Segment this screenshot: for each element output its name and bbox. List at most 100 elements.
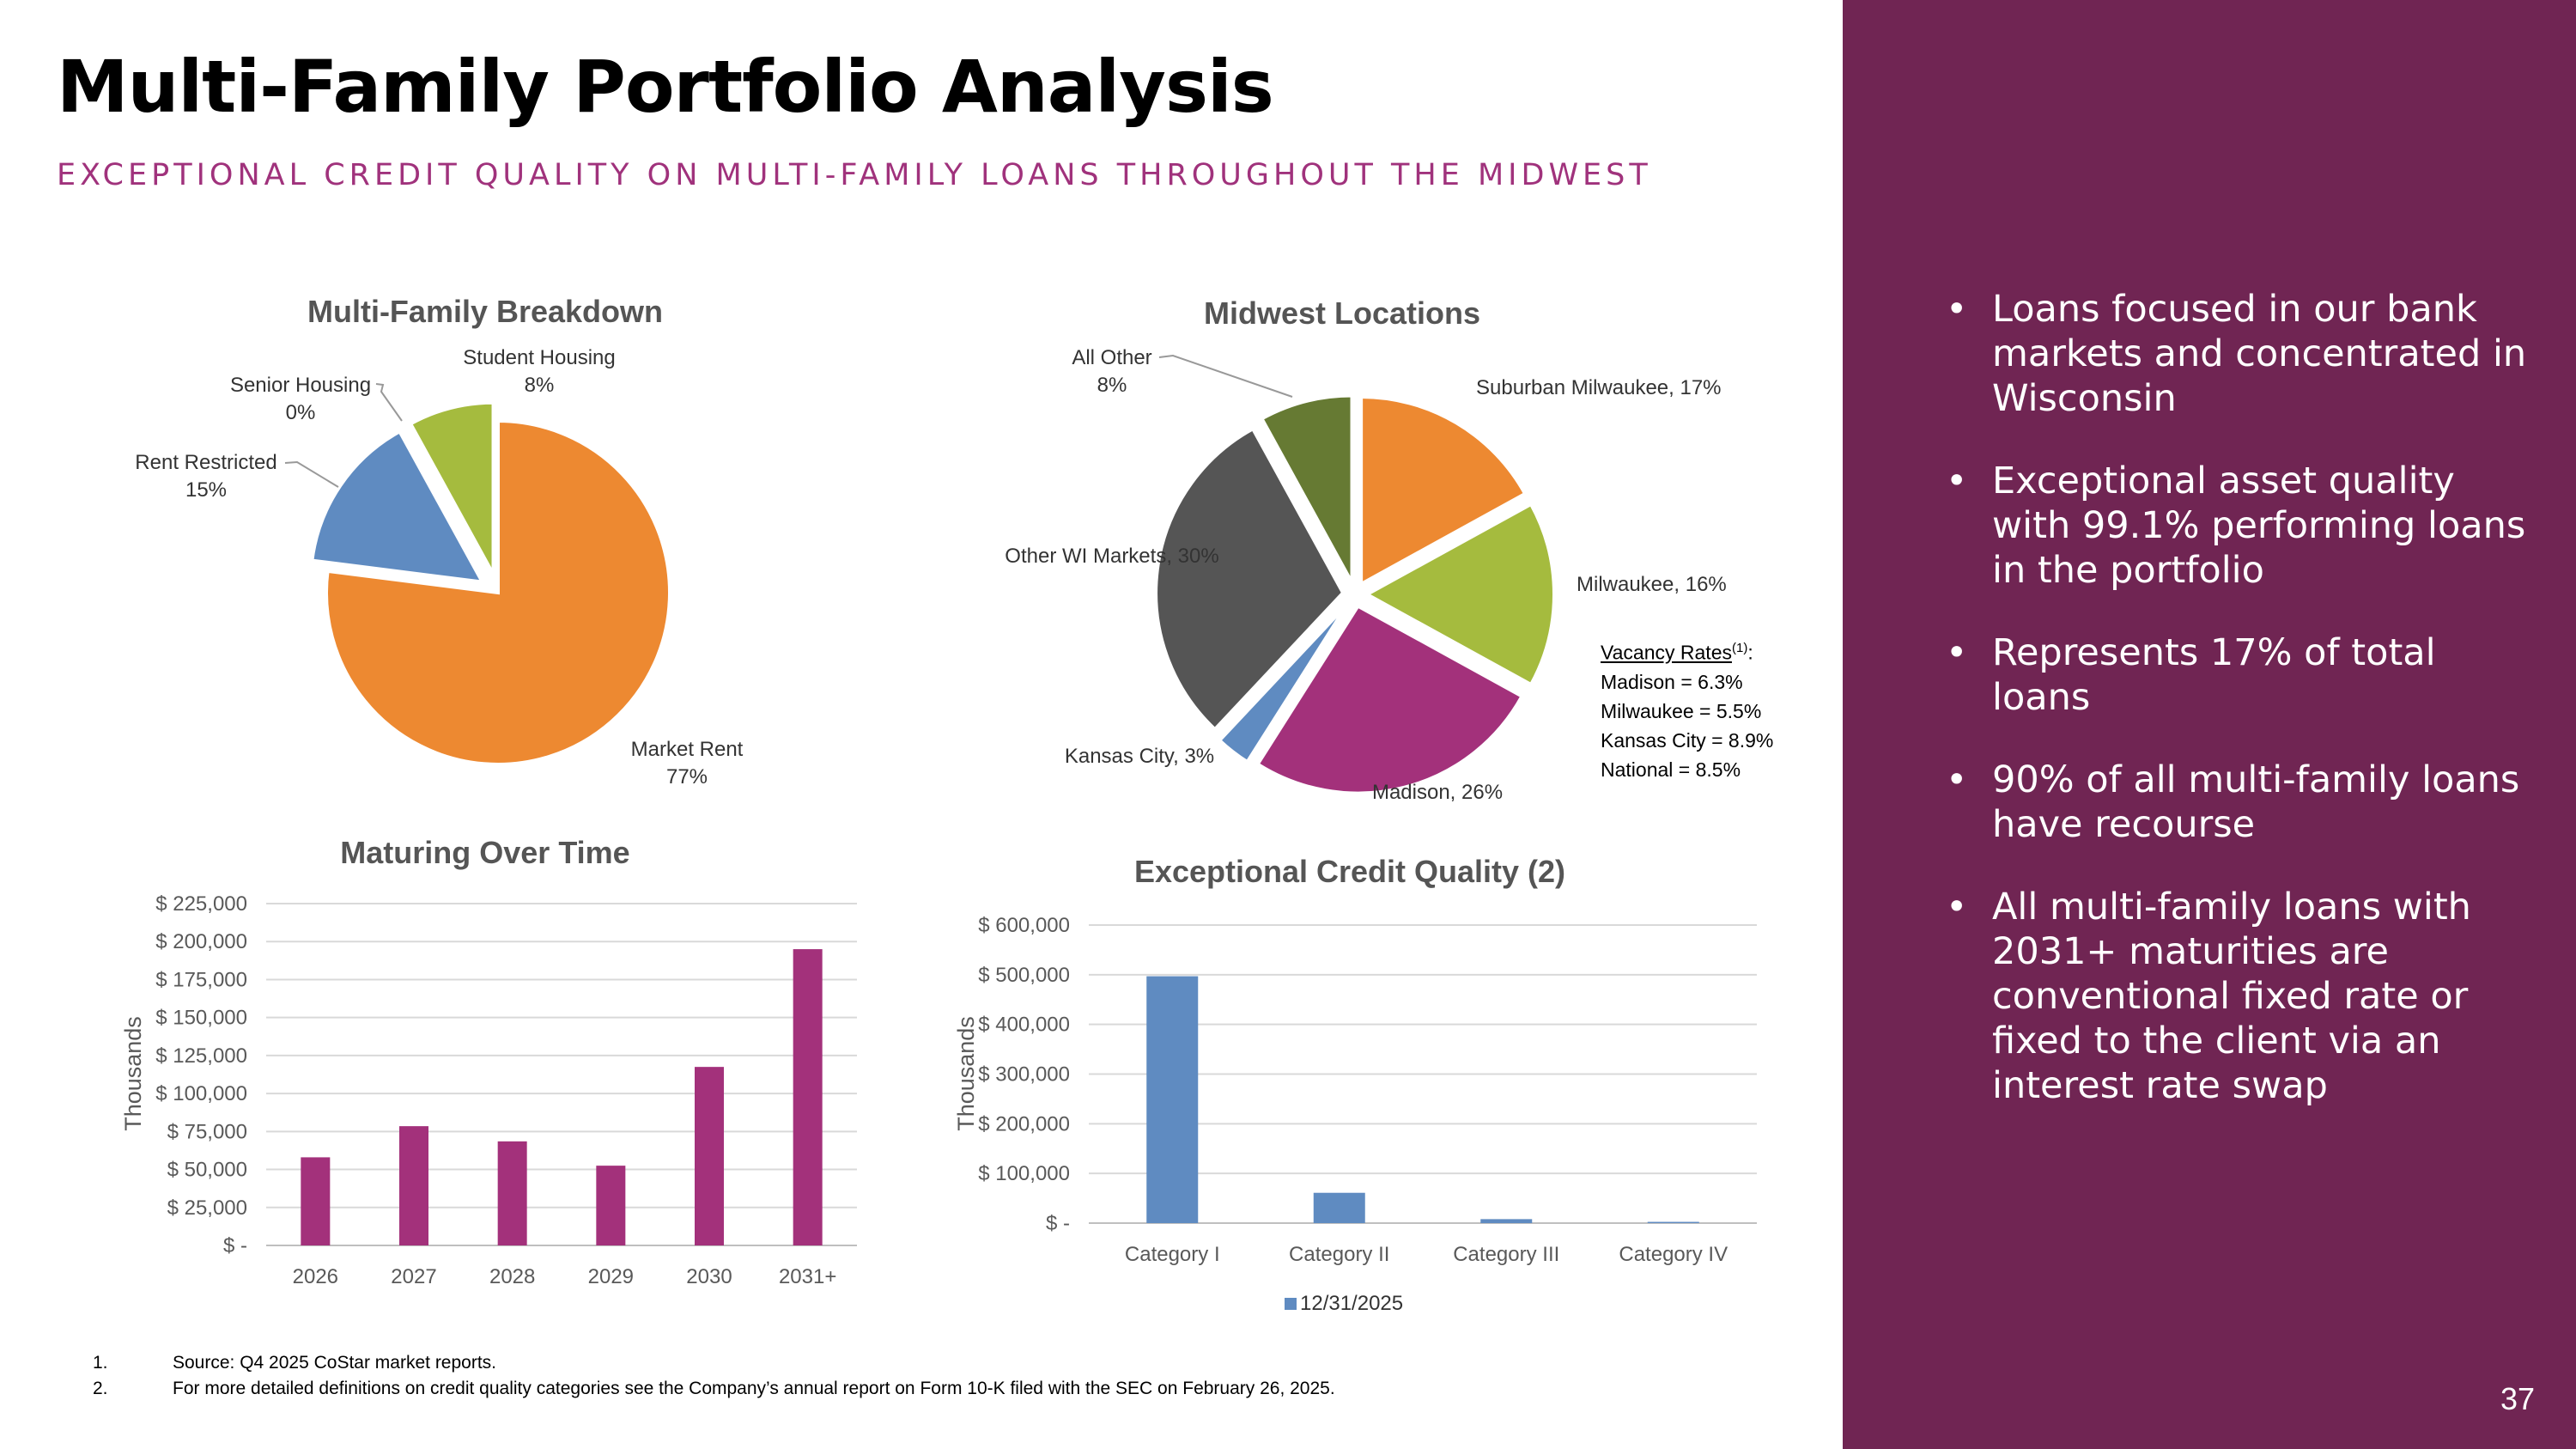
footnote-number: 1. [93, 1353, 108, 1373]
bullet-item: Loans focused in our bank markets and co… [1942, 287, 2535, 421]
pie-slice-milwaukee [1363, 502, 1556, 687]
bar-2029 [596, 1166, 626, 1245]
legend-swatch [1285, 1298, 1297, 1310]
y-tick-label: $ 600,000 [978, 914, 1070, 937]
sidebar-bullets: Loans focused in our bank markets and co… [1942, 287, 2535, 1146]
bar-2028 [497, 1141, 527, 1245]
slice-label-market-rent: Market Rent [631, 738, 744, 761]
sidebar-panel [1843, 0, 2576, 1449]
y-tick-label: $ 50,000 [167, 1159, 247, 1182]
x-tick-label: 2029 [588, 1265, 634, 1288]
y-tick-label: $ 200,000 [978, 1112, 1070, 1135]
bar-2026 [301, 1157, 331, 1245]
pie-slice-other-wi-markets [1154, 426, 1346, 732]
footnotes: 1. Source: Q4 2025 CoStar market reports… [93, 1350, 1335, 1402]
y-tick-label: $ 200,000 [155, 930, 247, 953]
chart-title: Exceptional Credit Quality (2) [1134, 854, 1565, 889]
page-number: 37 [2500, 1381, 2536, 1416]
vacancy-heading: Vacancy Rates [1601, 641, 1732, 664]
vacancy-line: National = 8.5% [1601, 758, 1741, 781]
slice-label-milwaukee: Milwaukee, 16% [1577, 573, 1727, 596]
y-tick-label: $ - [223, 1234, 247, 1257]
footnote-text: For more detailed definitions on credit … [173, 1379, 1335, 1398]
y-axis-label: Thousands [120, 1016, 146, 1131]
y-tick-label: $ 125,000 [155, 1044, 247, 1068]
leader-line-senior [375, 383, 403, 422]
bar-category-ii [1313, 1192, 1365, 1223]
x-tick-label: Category IV [1619, 1243, 1728, 1266]
footnote: 1. Source: Q4 2025 CoStar market reports… [93, 1350, 1335, 1376]
legend-label: 12/31/2025 [1300, 1292, 1403, 1315]
slice-label-kansas-city: Kansas City, 3% [1065, 745, 1214, 768]
multi-family-breakdown-chart: Multi-Family Breakdown Student Housing 8… [135, 294, 744, 788]
slice-pct-all-other: 8% [1097, 374, 1127, 397]
pie-slice-suburban-milwaukee [1359, 394, 1528, 588]
midwest-locations-chart: Midwest Locations Suburban Milwaukee, 17… [1005, 295, 1727, 804]
bar-2031 [793, 949, 823, 1245]
slice-pct-student-housing: 8% [525, 374, 555, 397]
vacancy-line: Madison = 6.3% [1601, 670, 1743, 693]
y-tick-label: $ 500,000 [978, 964, 1070, 987]
credit-quality-chart: Exceptional Credit Quality (2) $ - $ 100,… [953, 854, 1757, 1315]
pie-slice-market-rent [325, 418, 671, 766]
slice-pct-senior-housing: 0% [286, 401, 316, 424]
x-tick-label: Category II [1289, 1243, 1389, 1266]
slice-label-suburban-milwaukee: Suburban Milwaukee, 17% [1476, 376, 1722, 399]
vacancy-colon: : [1747, 641, 1753, 664]
slice-label-rent-restricted: Rent Restricted [135, 451, 276, 474]
footnote: 2. For more detailed definitions on cred… [93, 1376, 1335, 1402]
page-title: Multi-Family Portfolio Analysis [57, 45, 1274, 129]
bullet-item: 90% of all multi-family loans have recou… [1942, 758, 2535, 847]
chart-title: Multi-Family Breakdown [307, 294, 663, 329]
chart-title: Midwest Locations [1204, 295, 1480, 331]
chart-title: Maturing Over Time [340, 835, 629, 870]
y-tick-label: $ 100,000 [155, 1082, 247, 1105]
vacancy-line: Kansas City = 8.9% [1601, 728, 1774, 752]
bar-category-iii [1480, 1219, 1533, 1223]
bar-category-i [1146, 976, 1199, 1223]
bullet-item: Exceptional asset quality with 99.1% per… [1942, 459, 2535, 593]
y-tick-label: $ 75,000 [167, 1120, 247, 1143]
x-tick-label: 2026 [293, 1265, 338, 1288]
slice-label-senior-housing: Senior Housing [230, 374, 371, 397]
pie-slice-rent-restricted [310, 429, 486, 585]
x-tick-label: 2027 [391, 1265, 436, 1288]
slice-label-other-wi: Other WI Markets, 30% [1005, 545, 1218, 568]
vacancy-footnote-ref: (1) [1731, 641, 1748, 655]
bar-2030 [695, 1067, 724, 1245]
footnote-text: Source: Q4 2025 CoStar market reports. [173, 1353, 497, 1373]
bar-category-iv [1647, 1221, 1699, 1223]
slice-pct-rent-restricted: 15% [185, 478, 227, 502]
pie-slice-student-housing [408, 400, 495, 575]
x-tick-label: Category I [1125, 1243, 1220, 1266]
y-tick-label: $ 400,000 [978, 1014, 1070, 1037]
x-tick-label: Category III [1453, 1243, 1559, 1266]
pie-slice-kansas-city [1217, 602, 1350, 764]
slice-pct-market-rent: 77% [666, 765, 708, 788]
y-axis-label: Thousands [953, 1016, 979, 1131]
leader-line-all-other [1158, 354, 1293, 398]
x-tick-label: 2028 [489, 1265, 535, 1288]
y-tick-label: $ 225,000 [155, 892, 247, 916]
slice-label-all-other: All Other [1072, 346, 1151, 369]
slice-label-madison: Madison, 26% [1372, 781, 1503, 804]
vacancy-rates-box: Vacancy Rates(1): Madison = 6.3% Milwauk… [1601, 634, 1773, 784]
y-tick-label: $ 150,000 [155, 1007, 247, 1030]
bullet-item: Represents 17% of total loans [1942, 630, 2535, 720]
pie-slice-madison [1255, 603, 1525, 795]
bullet-item: All multi-family loans with 2031+ maturi… [1942, 885, 2535, 1108]
vacancy-line: Milwaukee = 5.5% [1601, 699, 1762, 722]
bar-2027 [399, 1126, 428, 1245]
maturing-over-time-chart: Maturing Over Time $ - $ 25,000 $ 50,000 $ … [120, 835, 857, 1288]
y-tick-label: $ 300,000 [978, 1063, 1070, 1087]
x-tick-label: 2030 [686, 1265, 732, 1288]
pie-slice-all-other [1259, 393, 1354, 584]
y-tick-label: $ 25,000 [167, 1196, 247, 1220]
leader-line-rent-restricted [284, 460, 339, 488]
y-tick-label: $ - [1046, 1212, 1070, 1235]
footnote-number: 2. [93, 1379, 108, 1398]
slice-label-student-housing: Student Housing [463, 346, 615, 369]
y-tick-label: $ 100,000 [978, 1162, 1070, 1185]
page-subtitle: EXCEPTIONAL CREDIT QUALITY ON MULTI-FAMI… [57, 158, 1652, 192]
x-tick-label: 2031+ [779, 1265, 836, 1288]
